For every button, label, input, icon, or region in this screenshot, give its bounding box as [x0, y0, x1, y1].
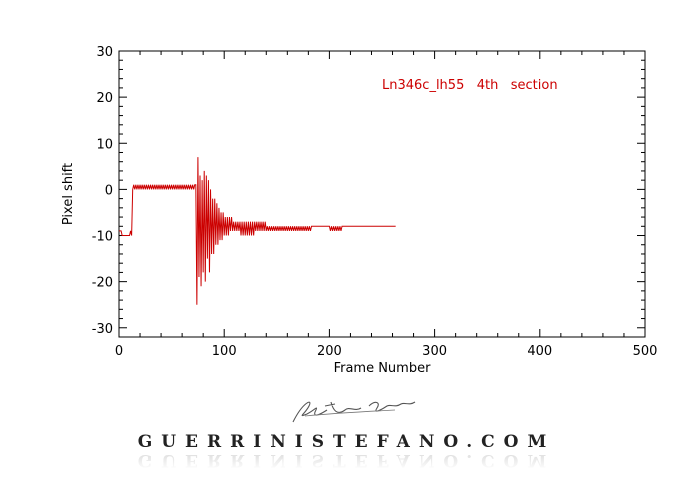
plot-frame	[118, 50, 646, 338]
y-tick-label: 30	[96, 45, 113, 60]
y-tick-label: 10	[96, 137, 113, 152]
y-tick-label: 20	[96, 91, 113, 106]
signature-logo	[292, 401, 416, 423]
x-tick-label: 400	[527, 344, 552, 359]
y-tick-label: -30	[92, 322, 113, 337]
x-tick-label: 100	[212, 344, 237, 359]
x-axis: 0 100 200 300 400 500	[115, 51, 658, 359]
website-wordmark-reflection: GUERRINISTEFANO.COM	[137, 450, 556, 470]
website-wordmark: GUERRINISTEFANO.COM	[137, 432, 556, 452]
x-tick-label: 300	[422, 344, 447, 359]
y-axis: -30 -20 -10 0 10 20 30	[92, 45, 645, 337]
series-line	[119, 157, 396, 305]
y-tick-label: 0	[105, 183, 113, 198]
x-tick-label: 200	[317, 344, 342, 359]
chart-annotation: Ln346c_lh55 4th section	[382, 78, 558, 93]
y-tick-label: -10	[92, 230, 113, 245]
x-tick-label: 0	[115, 344, 123, 359]
y-axis-title: Pixel shift	[61, 163, 76, 225]
y-tick-label: -20	[92, 276, 113, 291]
series-layer	[119, 157, 396, 305]
x-axis-title: Frame Number	[334, 361, 432, 376]
x-tick-label: 500	[633, 344, 658, 359]
